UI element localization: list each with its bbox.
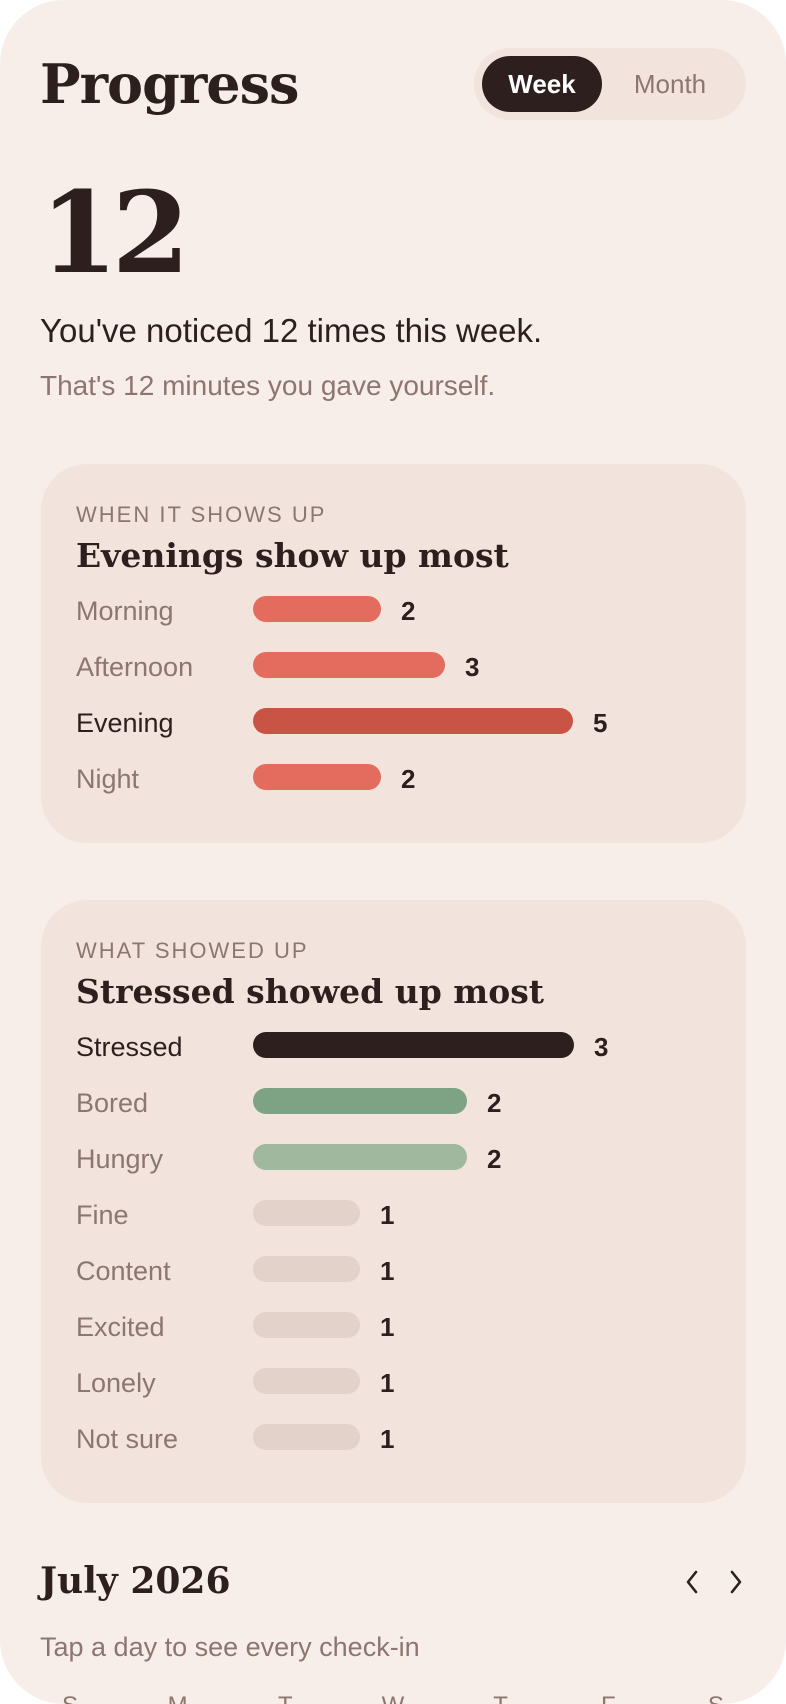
month-toggle-button[interactable]: Month bbox=[633, 68, 707, 99]
mood-bar bbox=[253, 1144, 467, 1170]
weekday-label: F bbox=[578, 1692, 638, 1704]
mood-track bbox=[253, 1256, 360, 1282]
mood-row-bored: Bored 2 bbox=[76, 1074, 711, 1130]
mood-label: Bored bbox=[76, 1088, 149, 1118]
mood-value: 1 bbox=[380, 1200, 395, 1230]
mood-row-content: Content 1 bbox=[76, 1242, 711, 1298]
time-of-day-row-morning: Morning 2 bbox=[76, 582, 711, 638]
mood-card-title: Stressed showed up most bbox=[76, 972, 545, 1011]
time-of-day-value: 3 bbox=[465, 652, 480, 682]
time-of-day-track bbox=[253, 708, 573, 734]
mood-label: Excited bbox=[76, 1312, 165, 1342]
mood-track bbox=[253, 1368, 360, 1394]
time-card-title: Evenings show up most bbox=[76, 536, 509, 575]
mood-label: Not sure bbox=[76, 1424, 179, 1454]
mood-value: 1 bbox=[380, 1424, 395, 1454]
mood-row-lonely: Lonely 1 bbox=[76, 1354, 711, 1410]
mood-value: 2 bbox=[487, 1088, 502, 1118]
header: Progress Week Month bbox=[40, 48, 746, 120]
summary-subline: That's 12 minutes you gave yourself. bbox=[40, 370, 496, 401]
weekday-label: S bbox=[40, 1692, 100, 1704]
weekday-label: T bbox=[255, 1692, 315, 1704]
mood-bar bbox=[253, 1032, 574, 1058]
time-of-day-bar bbox=[253, 652, 445, 678]
weekday-label: M bbox=[148, 1692, 208, 1704]
mood-value: 3 bbox=[594, 1032, 609, 1062]
mood-bar bbox=[253, 1368, 360, 1394]
mood-label: Stressed bbox=[76, 1032, 183, 1062]
mood-bar bbox=[253, 1312, 360, 1338]
checkin-count: 12 bbox=[40, 168, 190, 299]
time-of-day-value: 2 bbox=[401, 764, 416, 794]
time-of-day-label: Afternoon bbox=[76, 652, 194, 682]
time-of-day-label: Night bbox=[76, 764, 140, 794]
time-of-day-value: 2 bbox=[401, 596, 416, 626]
time-of-day-track bbox=[253, 764, 381, 790]
time-of-day-label: Morning bbox=[76, 596, 174, 626]
mood-value: 1 bbox=[380, 1368, 395, 1398]
next-month-button[interactable] bbox=[718, 1562, 754, 1602]
weekday-label: S bbox=[686, 1692, 746, 1704]
mood-track bbox=[253, 1088, 467, 1114]
period-toggle: Week Month bbox=[474, 48, 746, 120]
time-of-day-track bbox=[253, 652, 445, 678]
mood-track bbox=[253, 1424, 360, 1450]
weekday-label: T bbox=[471, 1692, 531, 1704]
previous-month-button[interactable] bbox=[674, 1562, 710, 1602]
time-of-day-label: Evening bbox=[76, 708, 174, 738]
mood-label: Fine bbox=[76, 1200, 129, 1230]
mood-track bbox=[253, 1144, 467, 1170]
mood-bar bbox=[253, 1424, 360, 1450]
time-of-day-bar bbox=[253, 708, 573, 734]
mood-label: Hungry bbox=[76, 1144, 164, 1174]
time-of-day-bar bbox=[253, 596, 381, 622]
mood-row-stressed: Stressed 3 bbox=[76, 1018, 711, 1074]
calendar-month-title: July 2026 bbox=[40, 1560, 231, 1602]
time-of-day-card: WHEN IT SHOWS UP Evenings show up most M… bbox=[41, 464, 746, 843]
mood-track bbox=[253, 1312, 360, 1338]
time-of-day-track bbox=[253, 596, 381, 622]
mood-row-excited: Excited 1 bbox=[76, 1298, 711, 1354]
mood-row-hungry: Hungry 2 bbox=[76, 1130, 711, 1186]
mood-value: 1 bbox=[380, 1256, 395, 1286]
week-toggle-button[interactable]: Week bbox=[482, 56, 602, 112]
mood-card-eyebrow: WHAT SHOWED UP bbox=[76, 938, 309, 963]
time-of-day-value: 5 bbox=[593, 708, 608, 738]
mood-value: 2 bbox=[487, 1144, 502, 1174]
time-of-day-row-afternoon: Afternoon 3 bbox=[76, 638, 711, 694]
summary-headline: You've noticed 12 times this week. bbox=[40, 312, 543, 349]
mood-bar bbox=[253, 1200, 360, 1226]
calendar-hint: Tap a day to see every check-in bbox=[40, 1632, 420, 1662]
mood-label: Lonely bbox=[76, 1368, 156, 1398]
mood-row-not-sure: Not sure 1 bbox=[76, 1410, 711, 1466]
weekday-header: SMTWTFS bbox=[40, 1692, 746, 1704]
mood-value: 1 bbox=[380, 1312, 395, 1342]
mood-track bbox=[253, 1032, 574, 1058]
mood-track bbox=[253, 1200, 360, 1226]
chevron-left-icon bbox=[686, 1570, 698, 1594]
weekday-label: W bbox=[363, 1692, 423, 1704]
time-of-day-bar bbox=[253, 764, 381, 790]
mood-bar bbox=[253, 1088, 467, 1114]
time-of-day-row-night: Night 2 bbox=[76, 750, 711, 806]
mood-bar bbox=[253, 1256, 360, 1282]
time-card-eyebrow: WHEN IT SHOWS UP bbox=[76, 502, 327, 527]
page-title: Progress bbox=[40, 52, 299, 116]
mood-card: WHAT SHOWED UP Stressed showed up most S… bbox=[41, 900, 746, 1503]
mood-bars: Stressed 3 Bored 2 Hungry 2 Fine 1 Content 1 Excit… bbox=[76, 1018, 711, 1466]
time-of-day-row-evening: Evening 5 bbox=[76, 694, 711, 750]
chevron-right-icon bbox=[730, 1570, 742, 1594]
mood-row-fine: Fine 1 bbox=[76, 1186, 711, 1242]
mood-label: Content bbox=[76, 1256, 171, 1286]
time-of-day-bars: Morning 2 Afternoon 3 Evening 5 Night 2 bbox=[76, 582, 711, 806]
